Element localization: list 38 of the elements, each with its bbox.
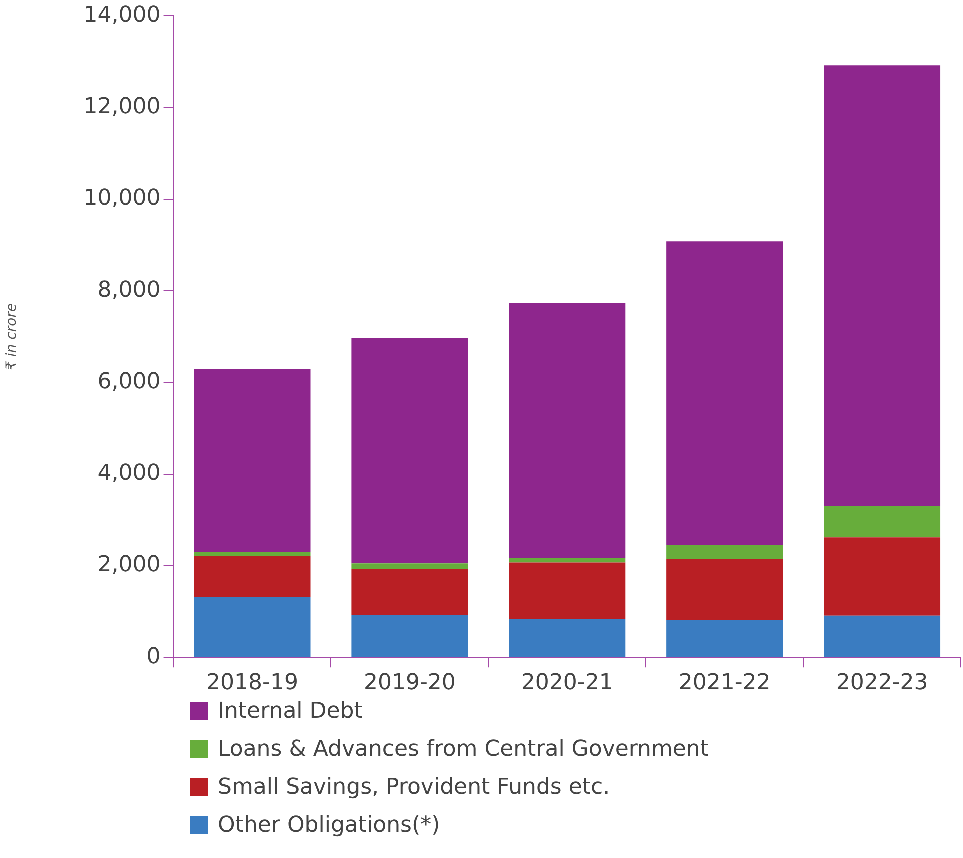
bar [509,558,626,563]
bar [352,569,468,615]
y-axis-title: ₹ in crore [4,303,20,370]
y-tick-label: 6,000 [98,369,161,394]
legend-label: Small Savings, Provident Funds etc. [218,774,610,800]
bar [352,614,468,658]
y-tick-label: 0 [146,644,161,670]
y-tick-label: 2,000 [98,552,161,578]
x-tick-label: 2019-20 [364,670,456,696]
bar [509,303,626,558]
bar [194,368,311,552]
bar [824,538,941,616]
bar [194,552,311,556]
bar [824,66,941,506]
y-tick-label: 14,000 [84,2,161,28]
y-tick-label: 10,000 [84,186,161,212]
legend-label: Internal Debt [218,698,363,724]
y-tick-label: 12,000 [84,94,161,120]
bar [509,619,626,658]
x-tick-label: 2020-21 [521,670,614,696]
bar [824,616,941,658]
y-tick-label: 8,000 [98,278,161,303]
x-tick-label: 2022-23 [836,670,928,696]
bar [352,564,468,570]
legend-label: Other Obligations(*) [218,812,440,838]
bar [666,545,784,560]
bar [194,597,311,658]
bar [666,620,784,658]
legend-label: Loans & Advances from Central Government [218,736,710,762]
bar [824,506,941,538]
bar [352,338,468,564]
bar [666,242,784,546]
bar [509,562,626,620]
bar [666,559,784,620]
x-tick-label: 2018-19 [206,670,298,696]
x-tick-label: 2021-22 [678,670,771,696]
y-tick-label: 4,000 [98,461,161,486]
bar [194,556,311,598]
